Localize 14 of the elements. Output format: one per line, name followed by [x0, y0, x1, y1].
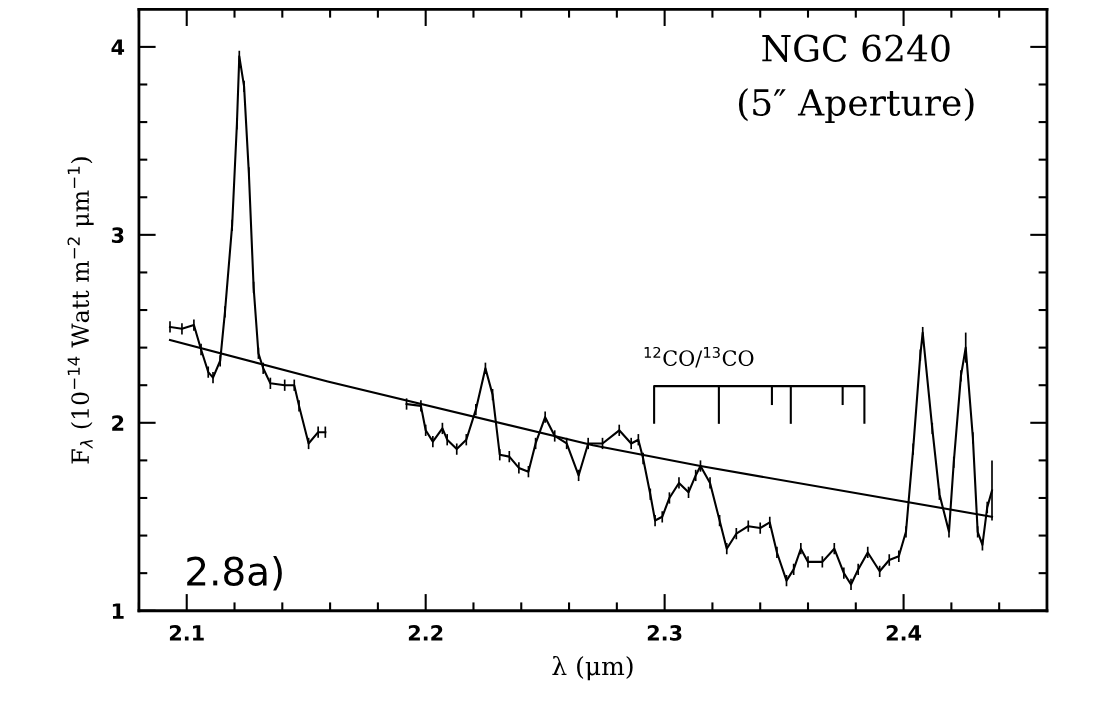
x-tick-label: 2.4 [886, 625, 922, 641]
x-tick-label: 2.3 [647, 625, 682, 641]
x-tick-label: 2.2 [408, 625, 443, 641]
x-tick-label: 2.1 [169, 625, 204, 641]
text: F$_{λ}$ (10$^{−14}$ Watt m$^{−2}$ μm$^{−1}$) [67, 157, 94, 464]
annotation: 2.8a) [187, 555, 282, 591]
y-tick-label: 3 [111, 227, 124, 244]
annotation: NGC 6240 [762, 34, 950, 62]
annotation: $^{12}$CO/$^{13}$CO [644, 346, 754, 368]
y-tick-label: 2 [112, 415, 124, 431]
annotation: (5″ Aperture) [738, 88, 974, 124]
x-axis-title: λ (μm) [552, 655, 633, 681]
y-tick-label: 4 [111, 39, 125, 55]
y-tick-label: 1 [112, 603, 124, 619]
